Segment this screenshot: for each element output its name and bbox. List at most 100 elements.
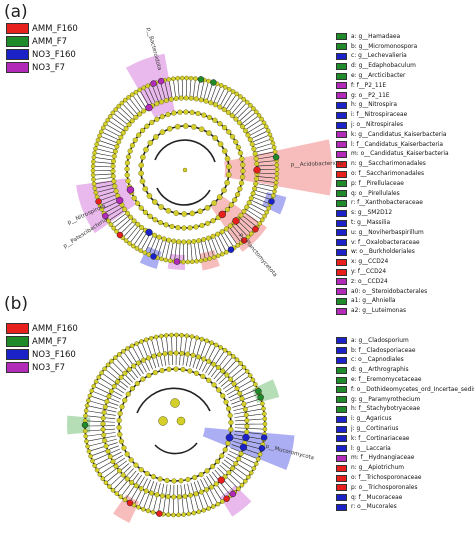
node <box>234 385 240 391</box>
node <box>165 207 172 214</box>
branch-spoke <box>93 385 121 400</box>
node <box>225 172 232 178</box>
node <box>238 212 244 218</box>
leaf-node <box>274 171 280 177</box>
branch-spoke <box>256 179 277 183</box>
taxa-color-swatch <box>336 33 347 41</box>
lefse-marker <box>126 499 134 507</box>
node <box>197 208 203 215</box>
node <box>183 109 189 115</box>
leaf-node <box>111 225 116 231</box>
taxa-label: j: o__Nitrospirales <box>351 122 404 129</box>
leaf-node <box>262 426 268 432</box>
node <box>116 424 122 431</box>
lefse-marker <box>156 510 163 517</box>
node <box>111 383 117 389</box>
branch-spoke <box>203 477 219 505</box>
taxa-color-swatch <box>336 180 347 188</box>
branch-spoke <box>88 400 118 410</box>
branch-spoke <box>190 482 200 512</box>
node <box>129 385 136 392</box>
leaf-node <box>191 510 197 516</box>
group-color-swatch <box>6 336 29 347</box>
leaf-node <box>184 333 190 339</box>
node <box>173 366 179 372</box>
leaf-node <box>254 109 259 115</box>
node <box>139 178 146 185</box>
node <box>188 95 194 101</box>
branch-spoke <box>231 393 260 405</box>
group-label: AMM_F7 <box>32 336 68 347</box>
leaf-node <box>260 401 265 406</box>
taxa-label: p: f__Pirellulaceae <box>351 180 404 187</box>
node <box>175 224 181 231</box>
tree-arc <box>154 442 198 455</box>
taxa-legend-item: a: g__Cladosporium <box>336 336 474 346</box>
node <box>124 160 131 166</box>
node <box>126 366 132 372</box>
leaf-node <box>141 85 146 91</box>
taxa-label: l: f__Candidatus_Kaiserbacteria <box>351 141 444 148</box>
node <box>131 218 137 224</box>
node <box>199 222 205 229</box>
node <box>182 493 188 499</box>
node <box>151 199 158 205</box>
node <box>116 139 122 145</box>
taxa-legend-item: m: f__Hydnangiaceae <box>336 454 474 464</box>
node <box>191 238 197 244</box>
branch-spoke <box>113 215 130 229</box>
taxa-color-swatch <box>336 297 347 305</box>
branch-spoke <box>108 209 126 222</box>
group-legend-item: AMM_F7 <box>6 35 78 48</box>
taxa-color-swatch <box>336 43 347 51</box>
node <box>142 209 149 216</box>
node <box>170 398 180 408</box>
node <box>135 360 141 366</box>
highlight-wedge <box>220 485 252 517</box>
taxa-color-swatch <box>336 503 347 511</box>
leaf-node <box>116 103 122 109</box>
leaf-node <box>103 480 109 486</box>
branch-spoke <box>213 85 222 104</box>
branch-spoke <box>97 139 118 147</box>
taxa-legend-item: o: f__Trichosporonaceae <box>336 473 474 483</box>
taxa-legend-item: g: g__Paramyrothecium <box>336 395 474 405</box>
taxa-color-swatch <box>336 258 347 266</box>
leaf-node <box>114 491 120 496</box>
group-legend-item: AMM_F7 <box>6 335 78 348</box>
branch-spoke <box>93 157 114 161</box>
node <box>228 376 234 382</box>
node <box>201 356 207 362</box>
group-legend-item: AMM_F160 <box>6 22 78 35</box>
node <box>124 451 130 457</box>
lefse-marker <box>81 421 89 429</box>
node <box>159 99 165 105</box>
taxa-label: l: g__Laccaria <box>351 445 391 452</box>
taxa-legend-item: f: f__P2_11E <box>336 81 449 91</box>
node <box>193 491 199 497</box>
node <box>165 111 171 118</box>
branch-spoke <box>85 428 116 432</box>
branch-spoke <box>180 484 184 515</box>
node <box>158 416 168 426</box>
branch-spoke <box>234 413 265 418</box>
taxa-label: k: g__Candidatus_Kaiserbacteria <box>351 131 447 138</box>
taxa-legend-item: o: f__Saccharimonadales <box>336 169 449 179</box>
node <box>159 129 166 135</box>
taxa-label: b: f__Cladosporiaceae <box>351 347 416 354</box>
taxa-color-swatch <box>336 72 347 80</box>
leaf-node <box>244 99 250 105</box>
root-node <box>182 167 188 173</box>
branch-spoke <box>253 142 274 150</box>
node <box>185 476 191 483</box>
taxa-color-swatch <box>336 199 347 207</box>
taxa-color-swatch <box>336 190 347 198</box>
taxa-legend-item: n: g__Saccharimonadales <box>336 159 449 169</box>
taxa-color-swatch <box>336 131 347 139</box>
branch-spoke <box>228 384 256 399</box>
node <box>110 163 116 169</box>
node <box>253 181 259 187</box>
leaf-node <box>91 159 96 165</box>
branch-spoke <box>202 344 217 372</box>
node <box>221 187 227 194</box>
